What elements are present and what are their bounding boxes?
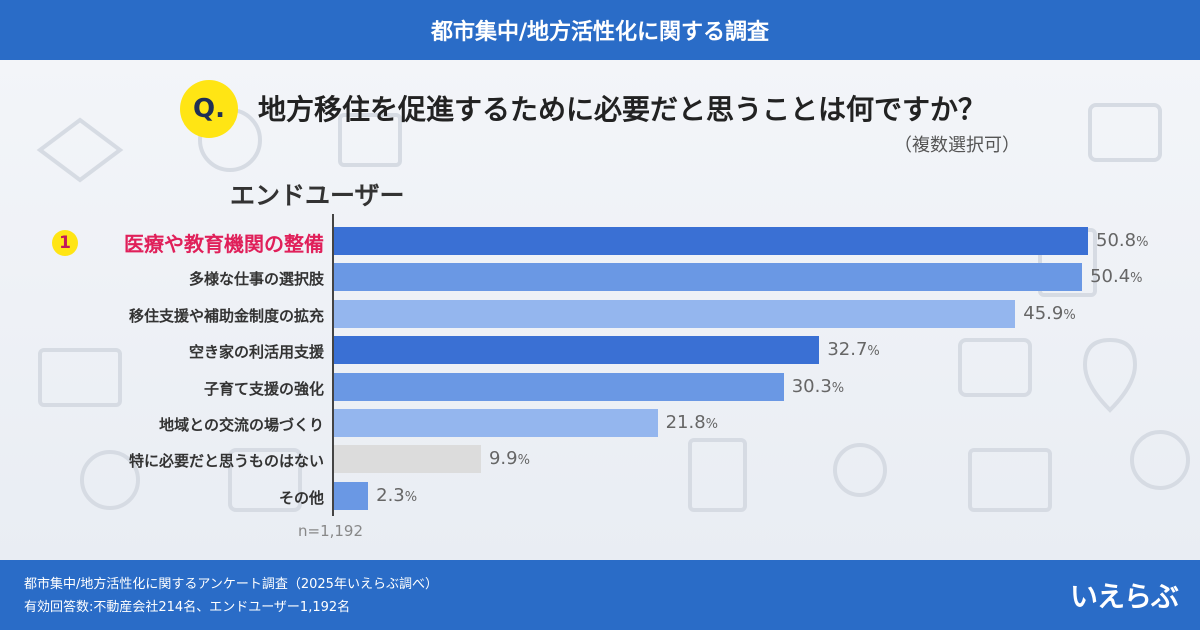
value-unit: %	[831, 380, 845, 396]
value-unit: %	[1063, 307, 1076, 323]
header-bar: 都市集中/地方活性化に関する調査	[0, 0, 1200, 60]
bar	[334, 409, 658, 437]
category-label: 地域との交流の場づくり	[159, 416, 324, 434]
bar	[334, 336, 820, 365]
target-icon	[80, 450, 140, 510]
category-label: 空き家の利活用支援	[188, 343, 324, 362]
rank-badge: 1	[52, 230, 78, 256]
value-unit: %	[705, 417, 718, 432]
value-number: 9.9	[488, 448, 518, 470]
value-label: 32.7%	[827, 339, 879, 360]
bar	[334, 227, 1088, 255]
value-number: 2.3	[376, 484, 405, 506]
value-number: 30.3	[791, 375, 832, 397]
value-unit: %	[404, 489, 418, 505]
group-title: エンドユーザー	[230, 181, 405, 210]
footer-bar: 都市集中/地方活性化に関するアンケート調査（2025年いえらぶ調べ） 有効回答数…	[0, 560, 1200, 630]
house-icon	[338, 113, 402, 167]
category-label: 医療や教育機関の整備	[124, 232, 324, 256]
value-label: 21.8%	[666, 412, 718, 433]
category-label: 子育て支援の強化	[203, 379, 324, 398]
value-label: 50.4%	[1090, 266, 1142, 287]
value-label: 30.3%	[792, 376, 844, 397]
brand-logo: いえらぶ	[1069, 580, 1179, 613]
multi-select-note: （複数選択可）	[894, 135, 1020, 156]
value-unit: %	[1136, 235, 1149, 250]
laptop-icon	[38, 348, 122, 407]
handshake-icon	[36, 117, 124, 183]
question-badge: Q.	[180, 80, 238, 138]
background-icons	[36, 103, 1190, 512]
value-unit: %	[867, 344, 880, 360]
category-label: その他	[278, 488, 324, 507]
category-label: 多様な仕事の選択肢	[188, 270, 324, 289]
value-label: 50.8%	[1096, 230, 1148, 251]
newspaper-icon	[968, 448, 1052, 512]
value-unit: %	[1130, 271, 1143, 287]
category-label: 特に必要だと思うものはない	[128, 452, 324, 471]
category-label: 移住支援や補助金制度の拡充	[128, 306, 324, 325]
value-number: 45.9	[1023, 302, 1064, 324]
bar	[334, 445, 481, 474]
lightbulb-icon	[1130, 430, 1190, 490]
footer-source: 都市集中/地方活性化に関するアンケート調査（2025年いえらぶ調べ）	[24, 577, 438, 592]
video-icon	[958, 338, 1032, 397]
value-label: 9.9%	[489, 448, 530, 469]
bar	[334, 481, 369, 510]
question-text: 地方移住を促進するために必要だと思うことは何ですか？	[258, 93, 987, 126]
checklist-icon	[688, 438, 747, 512]
value-number: 32.7	[827, 339, 868, 361]
key-icon	[833, 443, 887, 497]
map-pin-icon	[1082, 337, 1138, 413]
sample-size-label: n=1,192	[298, 522, 364, 540]
calendar-icon	[228, 448, 302, 512]
building-icon	[1088, 103, 1162, 162]
bar	[334, 372, 784, 401]
value-number: 50.8	[1096, 230, 1137, 251]
value-number: 50.4	[1090, 266, 1131, 288]
value-label: 45.9%	[1023, 303, 1075, 324]
bar	[334, 299, 1016, 328]
footer-respondents: 有効回答数:不動産会社214名、エンドユーザー1,192名	[24, 600, 351, 615]
value-label: 2.3%	[376, 485, 417, 506]
value-unit: %	[517, 453, 530, 469]
value-number: 21.8	[665, 412, 706, 433]
header-title: 都市集中/地方活性化に関する調査	[430, 20, 770, 45]
bar	[334, 263, 1083, 292]
axis-line	[332, 214, 334, 516]
